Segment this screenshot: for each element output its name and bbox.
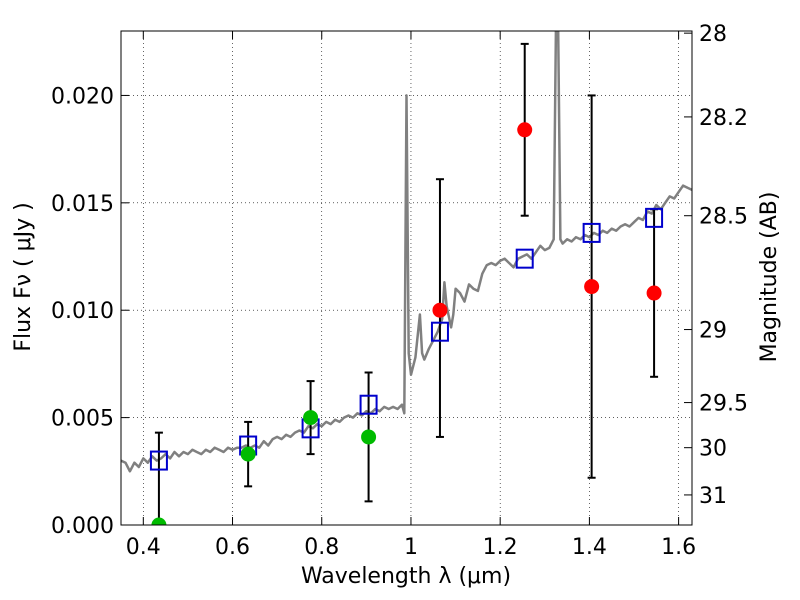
x-tick-label: 0.8 bbox=[304, 535, 339, 560]
x-tick-label: 1.6 bbox=[661, 535, 696, 560]
photometry-circle-marker bbox=[361, 429, 377, 445]
y2-tick-label: 30 bbox=[699, 437, 727, 462]
model-square-marker bbox=[582, 222, 601, 243]
y-axis-label: Flux Fν ( μJy ) bbox=[11, 202, 36, 351]
model-square-marker bbox=[430, 321, 449, 342]
model-square-marker bbox=[149, 450, 168, 471]
spectrum-line bbox=[121, 31, 692, 473]
photometry-circle-marker bbox=[240, 446, 256, 462]
x-tick-label: 1.4 bbox=[572, 535, 607, 560]
photometry-circle-marker bbox=[584, 279, 600, 295]
y2-tick-label: 31 bbox=[699, 484, 727, 509]
model-square-marker bbox=[645, 207, 664, 228]
x-tick-label: 1 bbox=[404, 535, 418, 560]
plot-area bbox=[121, 31, 692, 525]
y2-tick-label: 28.2 bbox=[699, 106, 748, 131]
photometry-circle-marker bbox=[517, 122, 533, 138]
y-tick-label: 0.005 bbox=[51, 407, 114, 432]
photometry-circle-marker bbox=[432, 302, 448, 318]
x-tick-label: 1.2 bbox=[483, 535, 518, 560]
model-square-marker bbox=[359, 394, 378, 415]
y-tick-label: 0.010 bbox=[51, 299, 114, 324]
plot-frame bbox=[120, 30, 693, 526]
x-tick-label: 0.6 bbox=[215, 535, 250, 560]
photometry-circle-marker bbox=[151, 517, 167, 525]
x-tick-label: 0.4 bbox=[126, 535, 161, 560]
y2-tick-label: 28 bbox=[699, 22, 727, 47]
y-tick-label: 0.015 bbox=[51, 192, 114, 217]
y-tick-label: 0.000 bbox=[51, 514, 114, 539]
y-tick-label: 0.020 bbox=[51, 84, 114, 109]
y2-axis-label: Magnitude (AB) bbox=[757, 192, 782, 363]
y2-tick-label: 28.5 bbox=[699, 205, 748, 230]
model-square-marker bbox=[515, 248, 534, 269]
y2-tick-label: 29 bbox=[699, 319, 727, 344]
x-axis-label: Wavelength λ (μm) bbox=[301, 564, 511, 589]
y2-tick-label: 29.5 bbox=[699, 392, 748, 417]
axis-ticks: 0.4 0.6 0.8 1 1.2 1.4 1.6 0.000 0.005 0.010 0.015 0… bbox=[51, 22, 748, 560]
photometry-circle-marker bbox=[646, 285, 662, 301]
photometry-circle-marker bbox=[303, 410, 319, 426]
